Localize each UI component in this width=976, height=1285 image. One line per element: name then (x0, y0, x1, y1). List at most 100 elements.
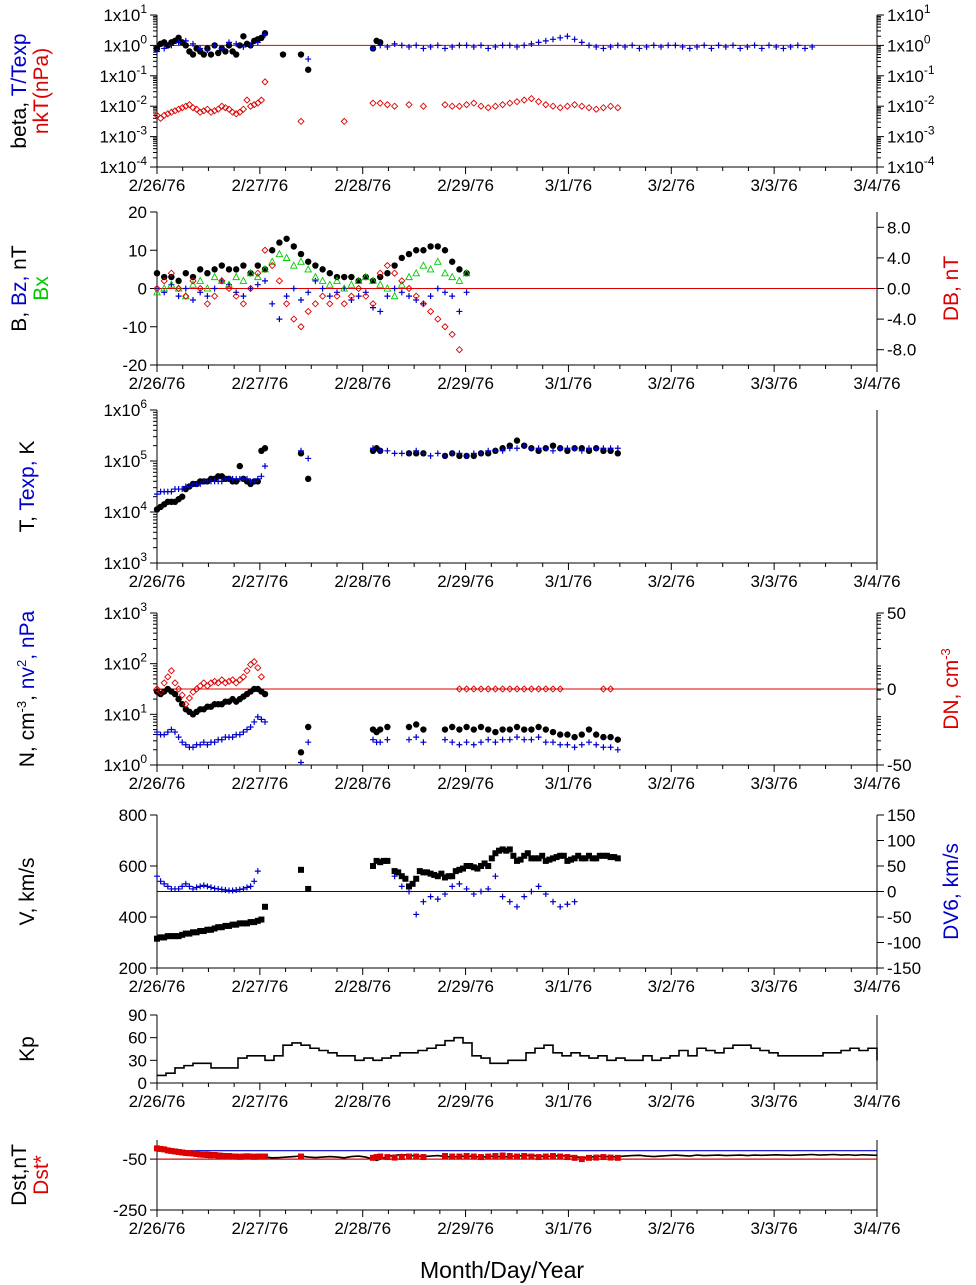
data-point (449, 723, 456, 731)
data-point (456, 880, 463, 887)
data-point (498, 685, 507, 693)
data-point (449, 883, 456, 890)
x-tick-label: 2/28/76 (334, 176, 391, 195)
x-tick-label: 2/27/76 (231, 176, 288, 195)
data-point (190, 1150, 196, 1157)
data-point (611, 854, 618, 861)
y-tick-label: 800 (119, 806, 147, 825)
data-point (161, 289, 168, 296)
y-tick-label: -10 (122, 318, 147, 337)
data-point (244, 884, 250, 891)
data-point (268, 261, 276, 270)
x-tick-label: 3/1/76 (545, 774, 592, 793)
data-point (222, 48, 229, 55)
data-point (413, 1153, 420, 1160)
data-point (254, 1153, 261, 1160)
data-point (211, 266, 218, 273)
data-point (362, 292, 370, 300)
data-point (607, 43, 614, 50)
data-point (463, 863, 470, 869)
data-point (200, 679, 208, 687)
data-point (462, 685, 471, 693)
data-point (528, 726, 535, 733)
series-t-texp (154, 31, 816, 63)
data-point (154, 48, 160, 55)
data-point (196, 284, 204, 293)
data-point (463, 289, 470, 296)
data-point (258, 716, 265, 723)
data-point (232, 110, 240, 118)
right-y-tick-label: -150 (887, 959, 921, 978)
data-point (470, 891, 477, 898)
data-point (478, 863, 484, 869)
data-point (305, 455, 312, 462)
data-point (420, 450, 427, 457)
panel-b: 2/26/76 2/27/76 2/28/76 2/29/76 3/1/76 3/2/76… (8, 203, 963, 393)
right-y-tick-label: -100 (887, 934, 921, 953)
y-axis-label: V, km/s (16, 857, 39, 925)
data-point (318, 292, 327, 300)
data-point (160, 284, 169, 292)
data-point (178, 691, 186, 699)
data-point (586, 739, 592, 746)
data-point (167, 108, 176, 116)
data-point (236, 1153, 243, 1160)
data-point (164, 883, 171, 890)
data-point (254, 39, 261, 46)
data-point (413, 447, 420, 454)
data-point (557, 1153, 564, 1160)
data-point (182, 270, 189, 277)
data-point (221, 679, 230, 687)
data-point (197, 45, 204, 52)
data-point (491, 685, 500, 693)
data-point (161, 731, 168, 738)
data-point (156, 114, 165, 122)
data-point (456, 308, 463, 315)
data-point (218, 102, 226, 110)
data-point (599, 104, 608, 112)
x-tick-label: 2/27/76 (231, 572, 288, 591)
data-point (370, 45, 376, 52)
data-point (239, 105, 248, 113)
data-point (218, 736, 225, 743)
data-point (185, 101, 194, 109)
data-point (262, 903, 268, 910)
data-point (190, 40, 196, 47)
data-point (398, 883, 405, 890)
data-point (406, 1153, 412, 1160)
data-point (182, 880, 189, 887)
data-point (513, 98, 521, 106)
data-point (247, 42, 254, 49)
data-point (369, 300, 377, 308)
panel-kp: 2/26/76 2/27/76 2/28/76 2/29/76 3/1/76 3/2/76… (16, 1006, 901, 1111)
data-point (164, 110, 172, 118)
data-point (218, 277, 226, 285)
data-point (426, 265, 435, 273)
data-point (406, 450, 412, 457)
data-point (373, 1154, 380, 1161)
data-point (499, 736, 506, 743)
y-tick-label: -20 (122, 356, 147, 375)
series-v (154, 846, 621, 942)
data-point (376, 280, 385, 288)
data-point (240, 920, 247, 927)
data-point (557, 741, 564, 748)
data-point (190, 744, 196, 751)
data-point (160, 679, 168, 687)
x-tick-label: 2/29/76 (437, 1219, 494, 1238)
data-point (780, 45, 787, 52)
data-point (571, 898, 578, 905)
data-point (254, 262, 261, 269)
data-point (427, 43, 434, 50)
data-point (560, 852, 567, 859)
data-point (456, 726, 463, 733)
data-point (251, 478, 258, 485)
data-point (377, 859, 384, 866)
series-bx (153, 249, 471, 300)
data-point (305, 739, 312, 746)
data-point (304, 307, 312, 316)
data-point (232, 679, 240, 687)
data-point (319, 266, 326, 273)
data-point (456, 266, 463, 273)
data-point (210, 107, 219, 115)
